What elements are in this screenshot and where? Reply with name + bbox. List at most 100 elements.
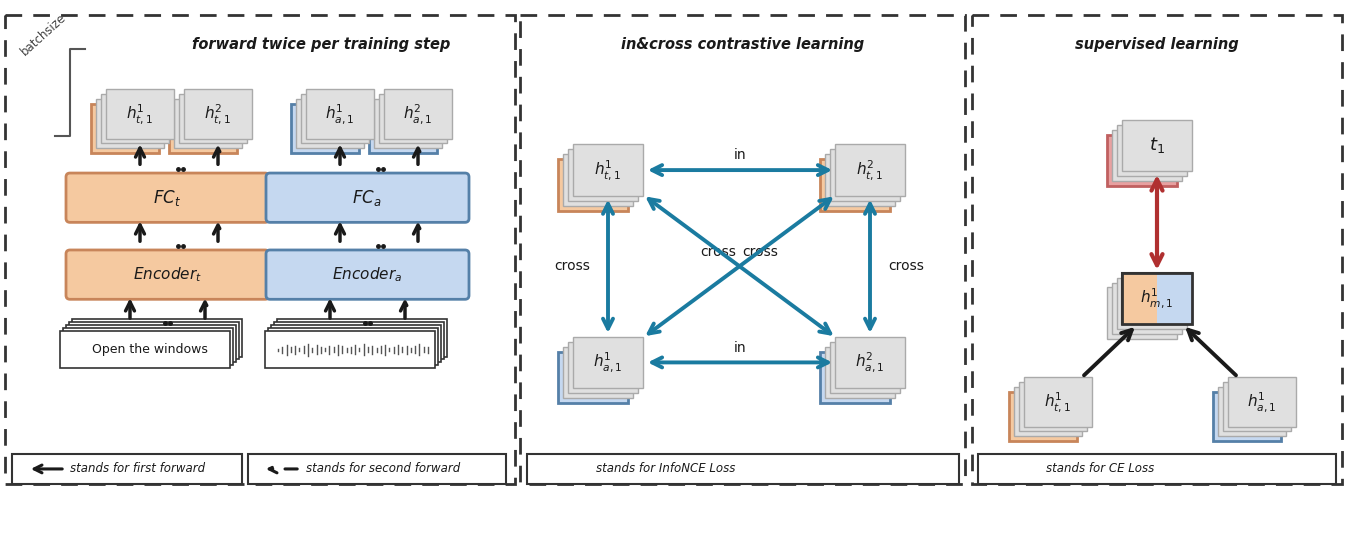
Text: $h^{1}_{t,1}$: $h^{1}_{t,1}$: [594, 158, 621, 182]
Bar: [527, 454, 958, 484]
FancyBboxPatch shape: [1213, 392, 1281, 441]
Bar: [266, 331, 435, 368]
Bar: [276, 319, 448, 357]
FancyBboxPatch shape: [1122, 273, 1192, 324]
Bar: [972, 15, 1343, 484]
FancyBboxPatch shape: [1107, 135, 1177, 186]
Text: $h^{1}_{t,1}$: $h^{1}_{t,1}$: [1045, 390, 1072, 414]
Bar: [271, 325, 441, 362]
Bar: [61, 331, 231, 368]
Text: Open the windows: Open the windows: [92, 343, 208, 356]
Text: stands for second forward: stands for second forward: [306, 462, 460, 475]
FancyBboxPatch shape: [369, 104, 437, 154]
FancyBboxPatch shape: [563, 154, 634, 206]
FancyBboxPatch shape: [306, 89, 373, 139]
Text: cross: cross: [888, 259, 923, 273]
FancyBboxPatch shape: [1219, 387, 1286, 437]
FancyBboxPatch shape: [1107, 287, 1177, 339]
FancyBboxPatch shape: [92, 104, 159, 154]
Text: forward twice per training step: forward twice per training step: [191, 37, 450, 52]
FancyBboxPatch shape: [830, 342, 900, 393]
Text: $h^{1}_{a,1}$: $h^{1}_{a,1}$: [325, 102, 355, 126]
FancyBboxPatch shape: [1223, 382, 1291, 431]
Text: $t_1$: $t_1$: [1148, 135, 1165, 155]
FancyBboxPatch shape: [825, 347, 895, 398]
Text: $FC_t$: $FC_t$: [152, 188, 181, 208]
Bar: [979, 454, 1336, 484]
Text: cross: cross: [700, 245, 736, 259]
FancyBboxPatch shape: [66, 250, 270, 299]
Bar: [274, 322, 443, 359]
FancyBboxPatch shape: [1117, 125, 1188, 176]
FancyBboxPatch shape: [179, 94, 247, 143]
FancyBboxPatch shape: [96, 99, 164, 148]
Bar: [66, 325, 236, 362]
FancyBboxPatch shape: [558, 352, 628, 403]
Text: $h^{2}_{t,1}$: $h^{2}_{t,1}$: [856, 158, 883, 182]
Bar: [248, 454, 506, 484]
FancyBboxPatch shape: [66, 173, 270, 222]
FancyBboxPatch shape: [301, 94, 369, 143]
Bar: [69, 322, 239, 359]
FancyBboxPatch shape: [573, 144, 643, 195]
Text: in&cross contrastive learning: in&cross contrastive learning: [621, 37, 864, 52]
FancyBboxPatch shape: [1157, 273, 1192, 324]
FancyBboxPatch shape: [291, 104, 359, 154]
Text: $Encoder_t$: $Encoder_t$: [132, 265, 201, 284]
FancyBboxPatch shape: [1014, 387, 1082, 437]
FancyBboxPatch shape: [573, 337, 643, 388]
Text: stands for CE Loss: stands for CE Loss: [1046, 462, 1154, 475]
Bar: [71, 319, 243, 357]
FancyBboxPatch shape: [1112, 282, 1182, 334]
Text: batchsize: batchsize: [18, 11, 69, 59]
FancyBboxPatch shape: [183, 89, 252, 139]
Text: $FC_a$: $FC_a$: [352, 188, 381, 208]
FancyBboxPatch shape: [834, 144, 905, 195]
FancyBboxPatch shape: [174, 99, 243, 148]
FancyBboxPatch shape: [1122, 273, 1157, 324]
FancyBboxPatch shape: [1228, 377, 1295, 426]
Text: $h^{1}_{m,1}$: $h^{1}_{m,1}$: [1140, 286, 1174, 310]
FancyBboxPatch shape: [563, 347, 634, 398]
Text: $h^{1}_{a,1}$: $h^{1}_{a,1}$: [593, 351, 623, 374]
FancyBboxPatch shape: [1112, 129, 1182, 181]
FancyBboxPatch shape: [568, 149, 638, 201]
FancyBboxPatch shape: [830, 149, 900, 201]
FancyBboxPatch shape: [834, 337, 905, 388]
FancyBboxPatch shape: [1122, 120, 1192, 171]
Bar: [520, 15, 965, 484]
FancyBboxPatch shape: [825, 154, 895, 206]
Text: $h^{1}_{a,1}$: $h^{1}_{a,1}$: [1247, 390, 1277, 414]
FancyBboxPatch shape: [1024, 377, 1092, 426]
Text: $h^{2}_{t,1}$: $h^{2}_{t,1}$: [205, 102, 232, 126]
Bar: [63, 328, 233, 365]
FancyBboxPatch shape: [384, 89, 452, 139]
Text: cross: cross: [554, 259, 590, 273]
FancyBboxPatch shape: [820, 352, 890, 403]
FancyBboxPatch shape: [1010, 392, 1077, 441]
FancyBboxPatch shape: [820, 159, 890, 211]
Text: $h^{1}_{t,1}$: $h^{1}_{t,1}$: [127, 102, 154, 126]
Bar: [268, 328, 438, 365]
Text: in: in: [733, 340, 747, 354]
Text: in: in: [733, 148, 747, 162]
FancyBboxPatch shape: [101, 94, 168, 143]
FancyBboxPatch shape: [297, 99, 364, 148]
Text: supervised learning: supervised learning: [1076, 37, 1239, 52]
FancyBboxPatch shape: [373, 99, 442, 148]
Bar: [12, 454, 243, 484]
FancyBboxPatch shape: [106, 89, 174, 139]
Text: cross: cross: [741, 245, 778, 259]
Text: $Encoder_a$: $Encoder_a$: [332, 265, 402, 284]
Text: $h^{2}_{a,1}$: $h^{2}_{a,1}$: [855, 351, 884, 374]
FancyBboxPatch shape: [266, 173, 469, 222]
FancyBboxPatch shape: [379, 94, 448, 143]
Text: stands for first forward: stands for first forward: [70, 462, 205, 475]
FancyBboxPatch shape: [168, 104, 237, 154]
FancyBboxPatch shape: [266, 250, 469, 299]
FancyBboxPatch shape: [558, 159, 628, 211]
FancyBboxPatch shape: [568, 342, 638, 393]
Bar: [5, 15, 515, 484]
FancyBboxPatch shape: [1117, 278, 1188, 329]
Text: stands for InfoNCE Loss: stands for InfoNCE Loss: [596, 462, 736, 475]
